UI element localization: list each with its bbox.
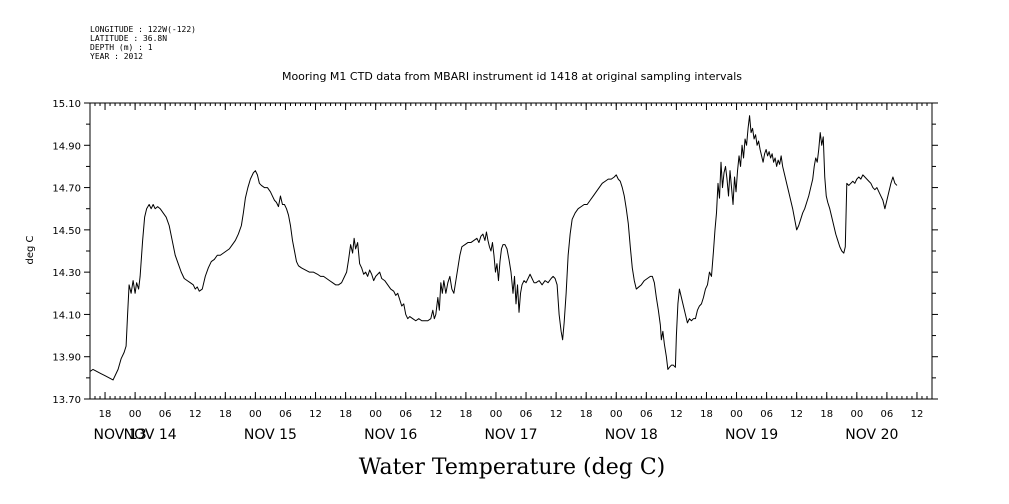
x-tick-label: 06 xyxy=(520,409,533,420)
x-tick-label: 12 xyxy=(670,409,683,420)
meta-line: LATITUDE : 36.8N xyxy=(90,34,167,43)
chart-title: Mooring M1 CTD data from MBARI instrumen… xyxy=(282,70,742,83)
x-tick-label: 12 xyxy=(309,409,322,420)
x-tick-label: 18 xyxy=(99,409,112,420)
x-tick-label: 12 xyxy=(790,409,803,420)
x-tick-label: 06 xyxy=(399,409,412,420)
y-tick-label: 14.70 xyxy=(52,184,81,195)
x-day-label: NOV 15 xyxy=(244,427,297,443)
series-line xyxy=(89,115,898,381)
x-tick-label: 06 xyxy=(881,409,894,420)
x-tick-label: 18 xyxy=(820,409,833,420)
x-axis-label: Water Temperature (deg C) xyxy=(359,455,666,480)
x-tick-label: 00 xyxy=(730,409,743,420)
x-day-label: NOV 20 xyxy=(845,427,898,443)
x-day-label: NOV 17 xyxy=(484,427,537,443)
x-tick-label: 06 xyxy=(159,409,172,420)
x-tick-label: 00 xyxy=(129,409,142,420)
x-day-label: NOV 13 xyxy=(94,427,147,443)
metadata-block: LONGITUDE : 122W(-122) LATITUDE : 36.8N … xyxy=(90,25,196,61)
x-axis: 18 00 06 12 18 00 06 12 18 00 06 12 18 00 06 12 18 00 06 12… xyxy=(89,103,933,443)
x-tick-label: 00 xyxy=(850,409,863,420)
x-tick-label: 00 xyxy=(249,409,262,420)
x-tick-label: 06 xyxy=(760,409,773,420)
x-tick-label: 12 xyxy=(189,409,202,420)
meta-line: LONGITUDE : 122W(-122) xyxy=(90,25,196,34)
x-tick-label: 12 xyxy=(429,409,442,420)
y-tick-label: 14.50 xyxy=(52,226,81,237)
plot-frame xyxy=(89,102,933,400)
y-tick-label: 14.90 xyxy=(52,141,81,152)
x-tick-label: 00 xyxy=(369,409,382,420)
y-tick-label: 13.70 xyxy=(52,395,81,406)
y-tick-label: 15.10 xyxy=(52,99,81,110)
x-day-label: NOV 18 xyxy=(605,427,658,443)
meta-line: DEPTH (m) : 1 xyxy=(90,43,153,52)
x-tick-label: 06 xyxy=(640,409,653,420)
x-tick-label: 00 xyxy=(490,409,503,420)
y-axis: 13.70 13.90 14.10 14.30 14.50 14.70 14.90 15.10 xyxy=(52,99,938,406)
x-day-label: NOV 19 xyxy=(725,427,778,443)
x-tick-label: 18 xyxy=(339,409,352,420)
y-tick-label: 14.10 xyxy=(52,310,81,321)
x-tick-label: 18 xyxy=(460,409,473,420)
x-tick-label: 06 xyxy=(279,409,292,420)
x-tick-label: 18 xyxy=(219,409,232,420)
y-tick-label: 13.90 xyxy=(52,353,81,364)
x-tick-label: 12 xyxy=(911,409,924,420)
y-axis-label: deg C xyxy=(25,235,36,264)
series-layer xyxy=(89,115,898,381)
x-tick-label: 00 xyxy=(610,409,623,420)
x-day-label: NOV 14 xyxy=(124,427,177,443)
meta-line: YEAR : 2012 xyxy=(90,52,143,61)
x-tick-label: 12 xyxy=(550,409,563,420)
x-tick-label: 18 xyxy=(580,409,593,420)
x-tick-label: 18 xyxy=(700,409,713,420)
x-day-label: NOV 16 xyxy=(364,427,417,443)
y-tick-label: 14.30 xyxy=(52,268,81,279)
